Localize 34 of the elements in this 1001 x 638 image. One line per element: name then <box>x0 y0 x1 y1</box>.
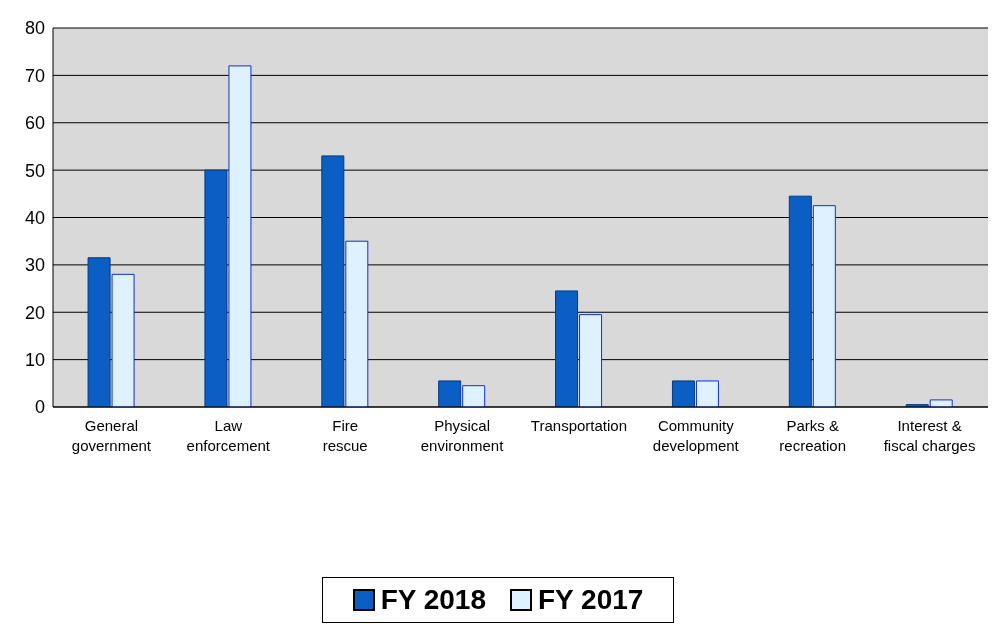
bar <box>462 385 486 407</box>
x-tick-label: Physical environment <box>420 417 505 454</box>
bar <box>438 380 462 407</box>
y-tick-label: 0 <box>34 397 45 418</box>
bar <box>228 65 252 407</box>
bar <box>929 399 953 407</box>
bar <box>788 195 812 407</box>
x-tick-label: General government <box>71 417 152 454</box>
legend-label: FY 2018 <box>379 584 486 616</box>
bar <box>204 169 228 407</box>
y-tick-label: 40 <box>24 207 45 228</box>
x-tick-label: Fire rescue <box>322 417 368 454</box>
y-tick-label: 80 <box>24 18 45 39</box>
legend-label: FY 2017 <box>537 584 644 616</box>
y-tick-label: 70 <box>24 65 45 86</box>
y-tick-label: 30 <box>24 255 45 276</box>
x-tick-label: Parks & recreation <box>779 417 847 454</box>
x-tick-label: Community development <box>652 417 740 454</box>
bar <box>321 155 345 407</box>
x-tick-label: Law enforcement <box>186 417 271 454</box>
bar <box>111 273 135 407</box>
y-tick-label: 50 <box>24 160 45 181</box>
y-tick-label: 60 <box>24 113 45 134</box>
bar <box>579 314 603 407</box>
x-tick-label: Interest & fiscal charges <box>883 417 976 454</box>
bar <box>555 290 579 407</box>
x-tick-label: Transportation <box>530 417 628 434</box>
bar <box>87 257 111 407</box>
bar <box>671 380 695 407</box>
y-tick-label: 20 <box>24 302 45 323</box>
bar <box>345 240 369 407</box>
bar <box>695 380 719 407</box>
y-tick-label: 10 <box>24 350 45 371</box>
bar <box>812 205 836 407</box>
